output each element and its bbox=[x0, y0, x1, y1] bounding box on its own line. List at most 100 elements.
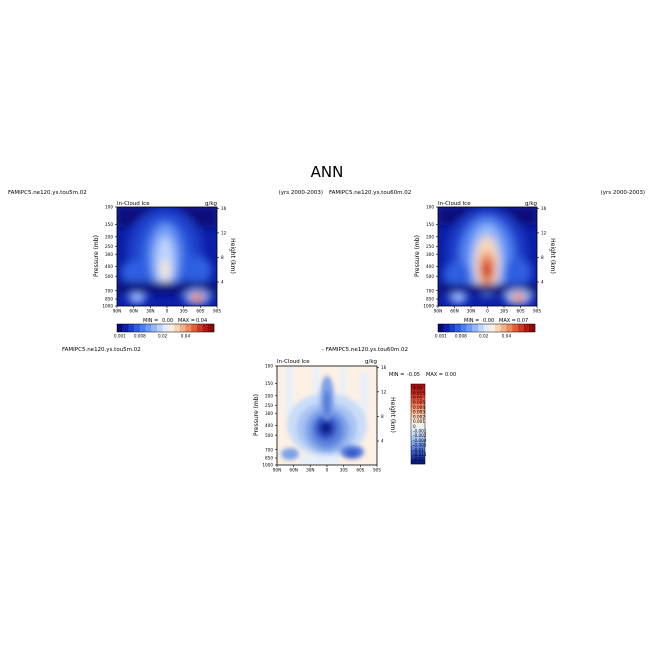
panel-1-colorbar-labels: 0.001 0.008 0.02 0.04 bbox=[114, 334, 191, 339]
colorbar-swatch bbox=[443, 324, 450, 332]
x-tick-label: 90S bbox=[533, 309, 541, 314]
panel-3-colorbar-labels: 0.020.0150.010.0050.0040.0030.0020.0010-… bbox=[413, 386, 427, 462]
colorbar-swatch bbox=[185, 324, 192, 332]
colorbar-label: 0.008 bbox=[455, 334, 467, 339]
panel-1-ylabel: Pressure (mb) bbox=[93, 235, 100, 277]
colorbar-swatch bbox=[411, 426, 425, 432]
panel-1-years: (yrs 2000-2003) bbox=[279, 190, 323, 196]
colorbar-swatch bbox=[449, 324, 456, 332]
colorbar-label: 0.005 bbox=[413, 400, 425, 405]
colorbar-swatch bbox=[145, 324, 152, 332]
y-tick-label: 300 bbox=[265, 411, 273, 416]
colorbar-swatch bbox=[411, 459, 425, 465]
panel-2-xticks: 90N 60N 30N 0 30S 60S 90S bbox=[434, 306, 541, 314]
colorbar-swatch bbox=[466, 324, 473, 332]
panel-1-xticks: 90N 60N 30N 0 30S 60S 90S bbox=[113, 306, 221, 314]
colorbar-swatch bbox=[174, 324, 180, 332]
colorbar-label: 0.002 bbox=[413, 414, 425, 419]
colorbar-swatch bbox=[191, 324, 198, 332]
x-tick-label: 30S bbox=[500, 309, 508, 314]
panel-3-yticks: 100 150 200 250 300 400 500 700 850 1000 bbox=[262, 364, 277, 468]
panel-2-units: g/kg bbox=[525, 201, 537, 207]
colorbar-swatch bbox=[411, 449, 425, 455]
panel-3-max-label: MAX = bbox=[426, 372, 443, 378]
panel-3-min-value: -0.05 bbox=[407, 372, 420, 378]
colorbar-label: 0 bbox=[413, 424, 416, 429]
colorbar-label: 0.003 bbox=[413, 410, 425, 415]
colorbar-label: -0.001 bbox=[413, 428, 427, 433]
colorbar-swatch bbox=[455, 324, 462, 332]
y-tick-label: 250 bbox=[105, 244, 113, 249]
colorbar-swatch bbox=[162, 324, 169, 332]
colorbar-swatch bbox=[411, 388, 425, 394]
panel-3-field bbox=[277, 366, 377, 465]
colorbar-swatch bbox=[523, 324, 530, 332]
y2-tick-label: 12 bbox=[541, 230, 547, 235]
colorbar-swatch bbox=[506, 324, 513, 332]
x-tick-label: 0 bbox=[486, 309, 489, 314]
colorbar-swatch bbox=[495, 324, 501, 332]
panel-3-variable: In-Cloud Ice bbox=[277, 359, 310, 365]
y-tick-label: 100 bbox=[265, 364, 273, 369]
y2-tick-label: 4 bbox=[221, 280, 224, 285]
colorbar-swatch bbox=[460, 324, 467, 332]
colorbar-label: 0.001 bbox=[435, 334, 447, 339]
colorbar-swatch bbox=[411, 416, 425, 422]
y-tick-label: 700 bbox=[426, 288, 434, 293]
panel-3-units: g/kg bbox=[365, 359, 377, 365]
colorbar-label: 0.001 bbox=[114, 334, 126, 339]
x-tick-label: 0 bbox=[166, 309, 169, 314]
panel-1-y2label: Height (km) bbox=[229, 238, 236, 274]
y-tick-label: 100 bbox=[426, 205, 434, 210]
panel-3-colorbar bbox=[410, 383, 426, 465]
panel-2-field bbox=[438, 207, 537, 306]
colorbar-label: 0.015 bbox=[413, 391, 425, 396]
panel-2-variable: In-Cloud Ice bbox=[438, 201, 471, 207]
panel-2-years: (yrs 2000-2003) bbox=[601, 190, 645, 196]
colorbar-swatch bbox=[483, 324, 490, 332]
colorbar-swatch bbox=[117, 324, 123, 332]
y-tick-label: 700 bbox=[105, 288, 113, 293]
colorbar-label: 0.02 bbox=[158, 334, 168, 339]
panel-1-max-label: MAX = bbox=[178, 318, 195, 324]
y2-tick-label: 16 bbox=[221, 206, 227, 211]
panel-2-max-value: 0.07 bbox=[517, 318, 528, 324]
colorbar-label: 0.004 bbox=[413, 405, 425, 410]
y-tick-label: 150 bbox=[105, 222, 113, 227]
x-tick-label: 30S bbox=[340, 468, 348, 473]
colorbar-swatch bbox=[411, 398, 425, 404]
panel-1-units: g/kg bbox=[205, 201, 217, 207]
panel-1-min-value: 0.00 bbox=[162, 318, 173, 324]
y-tick-label: 850 bbox=[265, 456, 273, 461]
y-tick-label: 1000 bbox=[102, 304, 113, 309]
colorbar-label: -0.004 bbox=[413, 438, 427, 443]
panel-2-yticks: 100 150 200 250 300 400 500 700 850 1000 bbox=[423, 205, 438, 309]
panel-1-colorbar bbox=[116, 323, 215, 333]
x-tick-label: 90S bbox=[373, 468, 381, 473]
panel-2-ylabel: Pressure (mb) bbox=[414, 235, 421, 277]
y-tick-label: 400 bbox=[105, 264, 113, 269]
panel-1-field bbox=[117, 207, 217, 306]
panel-3-ylabel: Pressure (mb) bbox=[253, 394, 260, 436]
panel-3-title-right: - FAMIPC5.ne120.ys.tou60m.02 bbox=[322, 347, 408, 353]
y2-tick-label: 4 bbox=[381, 439, 384, 444]
colorbar-label: -0.01 bbox=[413, 447, 424, 452]
x-tick-label: 60S bbox=[196, 309, 204, 314]
panel-1-y2ticks: 16 12 8 4 bbox=[217, 206, 227, 285]
panel-2-y2label: Height (km) bbox=[549, 238, 556, 274]
x-tick-label: 0 bbox=[326, 468, 329, 473]
colorbar-swatch bbox=[512, 324, 519, 332]
x-tick-label: 30S bbox=[180, 309, 188, 314]
colorbar-label: 0.04 bbox=[181, 334, 191, 339]
y-tick-label: 300 bbox=[105, 252, 113, 257]
y2-tick-label: 16 bbox=[381, 365, 387, 370]
panel-2-colorbar bbox=[437, 323, 536, 333]
y-tick-label: 500 bbox=[265, 433, 273, 438]
y-tick-label: 500 bbox=[105, 274, 113, 279]
y2-tick-label: 4 bbox=[541, 280, 544, 285]
colorbar-swatch bbox=[517, 324, 524, 332]
page-title: ANN bbox=[311, 163, 344, 181]
colorbar-label: -0.005 bbox=[413, 443, 427, 448]
colorbar-swatch bbox=[411, 445, 425, 451]
panel-2: FAMIPC5.ne120.ys.tou60m.02 (yrs 2000-200… bbox=[329, 190, 645, 339]
